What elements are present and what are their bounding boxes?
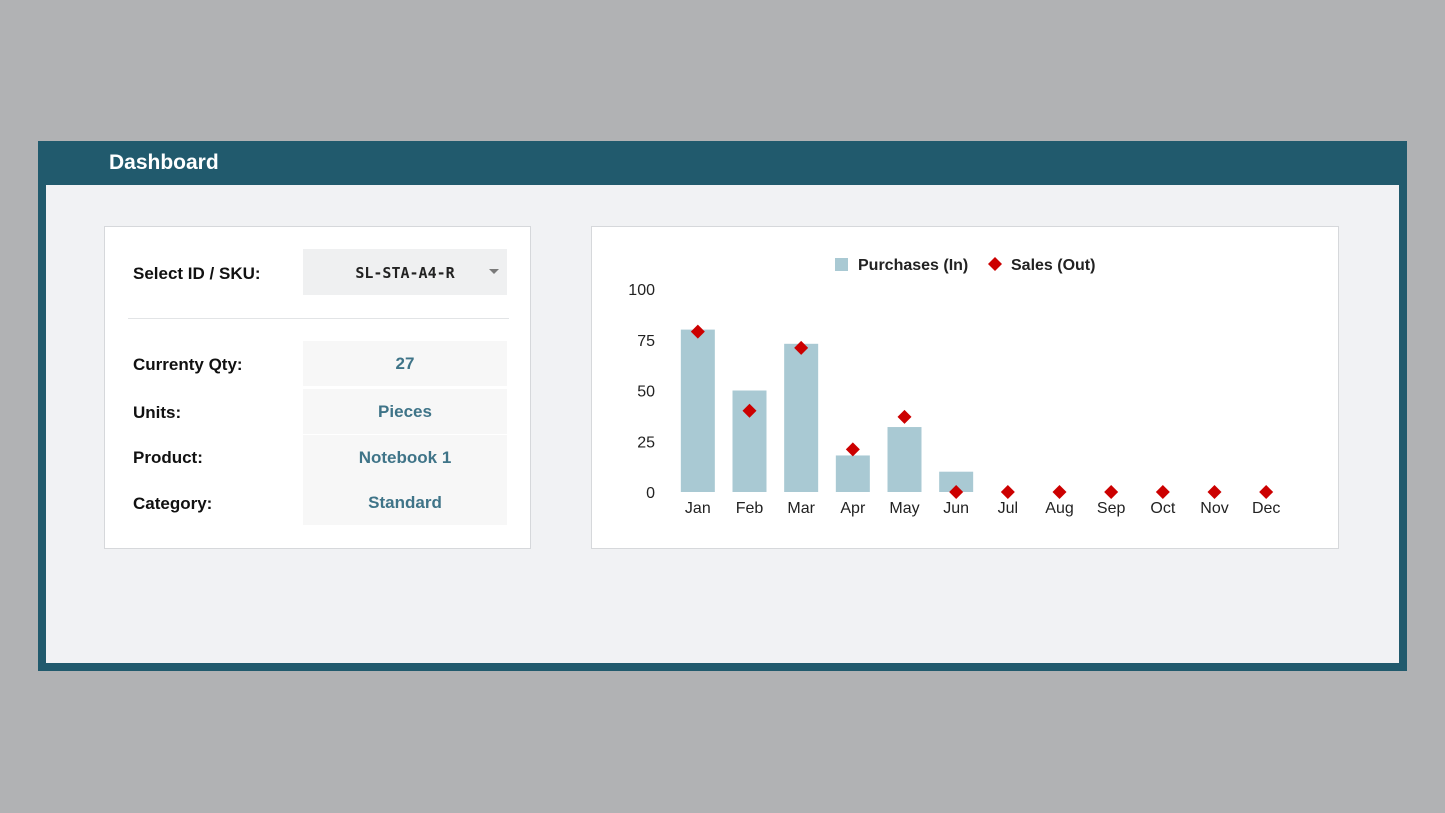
- y-tick-label: 50: [637, 384, 655, 401]
- units-value: Pieces: [303, 389, 507, 434]
- purchases-bar: [835, 455, 870, 492]
- purchases-sales-chart: 0 25 50 75 100 Jan Feb Mar Apr May Jun Jul Aug Sep Oct…: [628, 257, 1280, 517]
- divider: [128, 318, 509, 319]
- sales-point: [1000, 485, 1015, 499]
- y-tick-label: 75: [637, 333, 655, 350]
- product-label: Product:: [133, 448, 203, 467]
- units-label: Units:: [133, 403, 182, 422]
- purchases-bar: [784, 343, 819, 492]
- page-title: Dashboard: [109, 151, 219, 174]
- chart-card: 0 25 50 75 100 Jan Feb Mar Apr May Jun Jul Aug Sep Oct…: [591, 226, 1339, 549]
- sku-select[interactable]: SL-STA-A4-R: [303, 249, 507, 295]
- x-tick-label: May: [889, 500, 919, 517]
- sales-point: [897, 409, 912, 424]
- sku-details-card: Select ID / SKU: SL-STA-A4-R Currenty Qt…: [104, 226, 531, 549]
- chevron-down-icon[interactable]: [489, 269, 499, 274]
- x-tick-label: Oct: [1150, 500, 1175, 517]
- y-tick-label: 100: [628, 282, 655, 299]
- purchases-bar: [887, 427, 922, 492]
- y-tick-label: 0: [646, 485, 655, 502]
- purchases-bar: [939, 471, 974, 492]
- sales-point: [1155, 485, 1170, 499]
- x-tick-label: Mar: [787, 500, 815, 517]
- sales-point: [1207, 485, 1222, 499]
- x-tick-label: Apr: [840, 500, 866, 517]
- x-tick-label: Jun: [943, 500, 969, 517]
- x-tick-label: Jul: [998, 500, 1018, 517]
- sales-point: [794, 340, 809, 355]
- dashboard-frame: Dashboard Select ID / SKU: SL-STA-A4-R C…: [38, 141, 1407, 671]
- sales-point: [690, 324, 705, 339]
- sales-point: [742, 403, 757, 418]
- current-qty-label: Currenty Qty:: [133, 355, 243, 374]
- dashboard-content: Select ID / SKU: SL-STA-A4-R Currenty Qt…: [46, 185, 1399, 663]
- x-tick-label: Feb: [736, 500, 764, 517]
- title-bar: Dashboard: [38, 141, 1407, 185]
- x-tick-label: Nov: [1200, 500, 1228, 517]
- legend-purchases-swatch: [835, 258, 848, 271]
- legend-purchases-label: Purchases (In): [858, 257, 968, 274]
- category-label: Category:: [133, 494, 213, 513]
- current-qty-value: 27: [303, 341, 507, 386]
- purchases-bar: [680, 329, 715, 492]
- select-sku-label: Select ID / SKU:: [133, 264, 261, 283]
- sales-point: [845, 442, 860, 457]
- sales-point: [1104, 485, 1119, 499]
- category-value: Standard: [303, 480, 507, 525]
- legend-sales-marker: [988, 257, 1002, 271]
- sku-select-value: SL-STA-A4-R: [355, 264, 455, 282]
- y-tick-label: 25: [637, 434, 655, 451]
- x-tick-label: Sep: [1097, 500, 1126, 517]
- sales-point: [1259, 485, 1274, 499]
- x-tick-label: Jan: [685, 500, 711, 517]
- sales-point: [1052, 485, 1067, 499]
- x-tick-label: Dec: [1252, 500, 1280, 517]
- sales-point: [949, 485, 964, 499]
- legend-sales-label: Sales (Out): [1011, 257, 1095, 274]
- product-value: Notebook 1: [303, 435, 507, 480]
- x-tick-label: Aug: [1045, 500, 1073, 517]
